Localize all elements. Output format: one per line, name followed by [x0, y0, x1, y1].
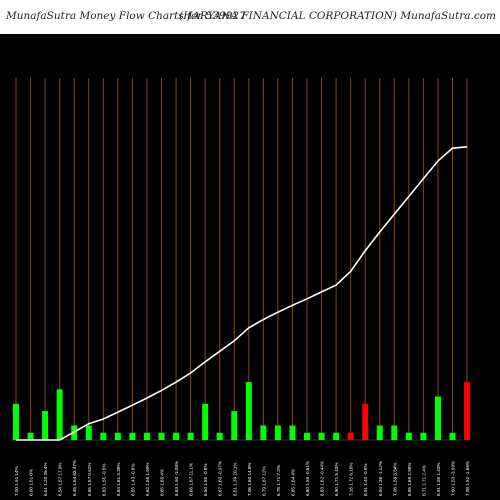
bar: [289, 425, 296, 440]
chart-title-left: MunafaSutra Money Flow Charts for 539927: [6, 10, 246, 22]
x-tick-label: 6.66 1.67 11.1%: [189, 463, 194, 496]
x-tick-label: 6.55 1.43 -0.8%: [130, 464, 135, 496]
x-tick-label: 6.80 1.55 -0.61%: [305, 461, 310, 496]
series-line: [16, 146, 468, 441]
x-tick-label: 6.65 1.57 0.62%: [87, 463, 92, 496]
bar: [405, 432, 412, 440]
bar: [158, 432, 165, 440]
bar: [42, 411, 49, 440]
x-tick-label: 6.83 1.62 -0.44%: [320, 461, 325, 496]
bar: [56, 389, 63, 440]
x-tick-label: 7.00 1.51 14%: [14, 466, 19, 496]
x-tick-label: 6.65 1.65 4%: [160, 469, 165, 496]
x-tick-label: 6.67 1.60 -0.97%: [218, 461, 223, 496]
bar: [114, 432, 121, 440]
bar: [347, 432, 354, 440]
bar: [216, 432, 223, 440]
bar: [449, 432, 456, 440]
x-tick-label: 7.06 1.60 14.8%: [247, 463, 252, 496]
bar: [187, 432, 194, 440]
x-tick-label: 6.78 1.71 7.3%: [276, 465, 281, 496]
x-tick-label: 6.85 1.64 4%: [290, 469, 295, 496]
x-tick-label: 6.94 1.38 -1.12%: [378, 461, 383, 496]
x-tick-label: 6.54 1.57 17.9%: [58, 463, 63, 496]
x-tick-label: 6.91 1.40 -0.5%: [363, 464, 368, 496]
x-tick-label: 6.84 1.61 3.36%: [116, 463, 121, 496]
x-tick-label: 6.50 1.85 -0.8%: [203, 464, 208, 496]
bar: [27, 432, 34, 440]
x-tick-label: 6.91 1.55 1.43%: [436, 463, 441, 496]
bar: [231, 411, 238, 440]
bar: [464, 382, 471, 440]
bar: [143, 432, 150, 440]
x-tick-label: 6.90 1.71 5.43%: [334, 463, 339, 496]
x-tick-label: 6.95 1.69 2.98%: [407, 463, 412, 496]
x-tick-label: 6.62 1.55 1.99%: [145, 463, 150, 496]
x-tick-label: 6.83 1.55 -0.5%: [101, 464, 106, 496]
x-tick-label: 7.16 1.72 6.18%: [349, 463, 354, 496]
bar: [434, 396, 441, 440]
x-tick-label: 6.00 1.51 0%: [29, 469, 34, 496]
x-tick-label: 6.51 1.39 20.1%: [232, 463, 237, 496]
x-tick-label: 6.63 1.50 -3.08%: [174, 461, 179, 496]
x-tick-label: 6.51 1.20 39.4%: [43, 463, 48, 496]
bar: [304, 432, 310, 440]
bar: [245, 382, 252, 440]
bar: [129, 432, 136, 440]
bar: [100, 432, 107, 440]
bar: [376, 425, 383, 440]
bar: [274, 425, 281, 440]
x-tick-label: 6.71 1.71 2.4%: [421, 465, 426, 496]
chart-title-right: (HARYANA FINANCIAL CORPORATION) MunafaSu…: [179, 10, 496, 22]
bar: [13, 403, 19, 440]
bar: [391, 425, 398, 440]
bar: [318, 432, 325, 440]
bar: [362, 403, 369, 440]
x-tick-label: 7.60 1.53 -3.09%: [451, 461, 456, 496]
bar: [85, 425, 92, 440]
x-tick-label: 7.06 1.58 3.84%: [392, 463, 397, 496]
bar: [202, 403, 209, 440]
x-tick-label: 7.08 1.52 -1.68%: [465, 461, 470, 496]
bar: [333, 432, 340, 440]
bar: [260, 425, 267, 440]
x-tick-label: 6.45 1.54 63.47%: [72, 460, 77, 496]
chart-header: MunafaSutra Money Flow Charts for 539927…: [0, 0, 500, 34]
bar: [173, 432, 180, 440]
bar: [420, 432, 427, 440]
x-tick-label: 6.79 1.67 12%: [261, 466, 266, 496]
